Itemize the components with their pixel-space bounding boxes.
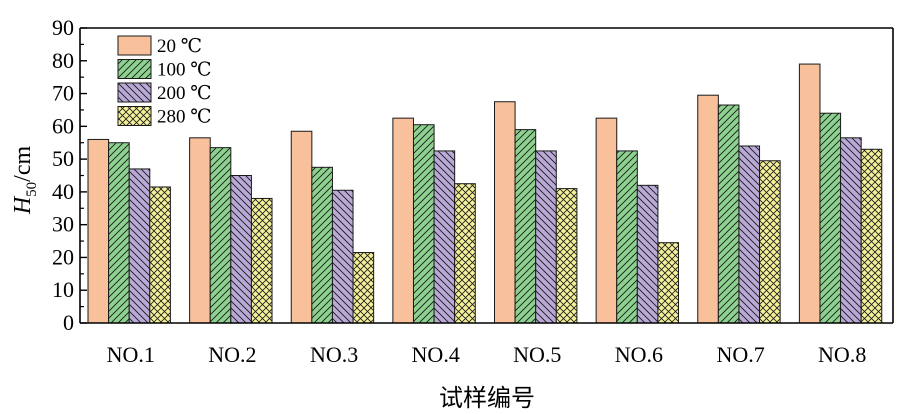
y-tick-label: 70 <box>52 81 74 106</box>
bar-no1-series-2 <box>108 142 130 324</box>
y-tick-label: 40 <box>52 179 74 204</box>
bar-no5-series-4 <box>555 188 578 324</box>
y-axis-title-symbol: H <box>10 195 36 215</box>
bar-no3-series-4 <box>352 252 375 324</box>
x-tick-label: NO.4 <box>412 342 460 367</box>
bar-no8-series-1 <box>798 63 821 324</box>
bar-no3-series-3 <box>331 189 354 324</box>
y-tick-label: 30 <box>52 212 74 237</box>
x-tick-label: NO.7 <box>716 342 764 367</box>
bar-no3-series-1 <box>290 130 313 324</box>
y-tick-label: 60 <box>52 113 74 138</box>
bar-no1-series-4 <box>149 186 171 324</box>
x-tick-label: NO.2 <box>208 342 256 367</box>
y-tick-label: 10 <box>52 277 74 302</box>
x-axis-title: 试样编号 <box>439 384 535 412</box>
legend-label-4: 280 ℃ <box>157 107 212 128</box>
y-axis-title-unit: /cm <box>10 146 36 182</box>
legend-swatch-2 <box>117 59 152 79</box>
bar-no2-series-3 <box>230 175 252 324</box>
bar-no8-series-2 <box>819 112 842 324</box>
bar-no7-series-1 <box>697 94 719 324</box>
bar-no1-series-3 <box>128 168 151 324</box>
bar-no5-series-1 <box>494 101 516 324</box>
x-tick-label: NO.5 <box>513 342 561 367</box>
legend-label-2: 100 ℃ <box>157 60 212 81</box>
axes: 0 10 20 30 40 50 60 70 80 90 NO.1 NO.2 NO.3 NO.4 NO.5 N… <box>52 15 894 367</box>
bar-no2-series-2 <box>209 147 232 324</box>
bar-no4-series-4 <box>454 183 476 324</box>
x-tick-label: NO.1 <box>107 342 155 367</box>
bar-no5-series-2 <box>514 129 537 324</box>
y-tick-label: 20 <box>52 244 74 269</box>
x-tick-label: NO.8 <box>818 342 866 367</box>
bar-no7-series-3 <box>738 145 761 324</box>
bar-no6-series-1 <box>595 117 618 324</box>
legend-swatch-1 <box>117 35 152 56</box>
bar-no6-series-3 <box>636 184 659 324</box>
bar-no4-series-3 <box>433 150 456 324</box>
bar-no6-series-4 <box>657 242 680 324</box>
bar-no6-series-2 <box>616 150 638 324</box>
x-tick-label: NO.6 <box>615 342 663 367</box>
bar-no2-series-1 <box>189 137 211 324</box>
bar-no5-series-3 <box>535 150 557 324</box>
bar-no7-series-2 <box>717 104 740 324</box>
legend-swatch-4 <box>117 106 152 126</box>
bar-no8-series-4 <box>860 148 883 324</box>
y-axis-title-subscript: 50 <box>24 182 40 197</box>
bar-no1-series-1 <box>87 138 110 324</box>
y-axis-title: H50/cm <box>10 146 40 216</box>
legend-label-1: 20 ℃ <box>157 36 202 57</box>
y-tick-label: 80 <box>52 48 74 73</box>
bar-no4-series-2 <box>412 124 435 324</box>
bar-no7-series-4 <box>759 160 781 324</box>
bar-no3-series-2 <box>311 166 333 324</box>
y-tick-label: 90 <box>52 15 74 40</box>
legend-label-3: 200 ℃ <box>157 83 212 104</box>
y-tick-label: 50 <box>52 146 74 171</box>
y-tick-label: 0 <box>63 310 74 335</box>
bar-no8-series-3 <box>840 137 862 324</box>
legend-swatch-3 <box>117 82 152 103</box>
bar-group <box>87 63 883 324</box>
x-tick-label: NO.3 <box>310 342 358 367</box>
bar-no2-series-4 <box>250 197 273 324</box>
bar-no4-series-1 <box>392 117 414 324</box>
